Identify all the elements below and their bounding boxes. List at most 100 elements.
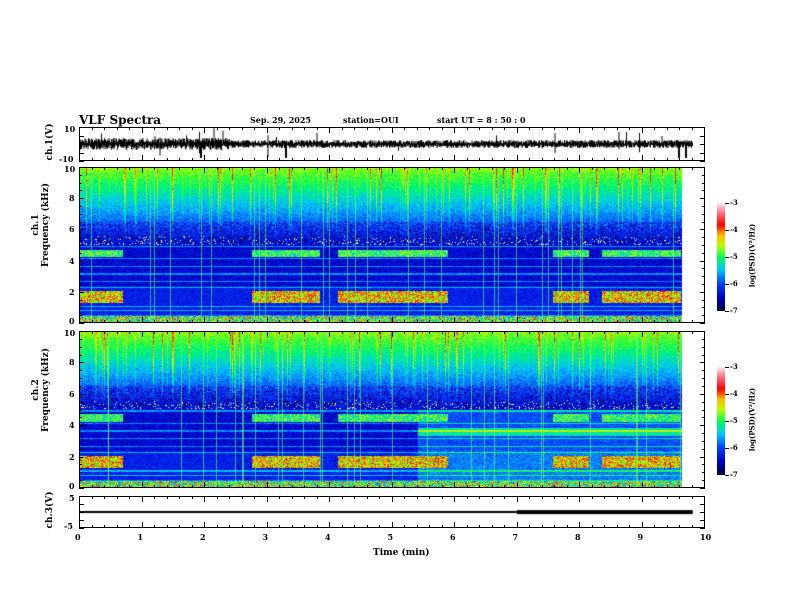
x-tick	[191, 320, 193, 323]
x-tick	[604, 127, 605, 130]
x-tick	[379, 525, 380, 528]
y-tick	[79, 152, 84, 154]
x-tick	[79, 317, 80, 323]
y-tick	[702, 440, 705, 442]
x-tick	[629, 167, 630, 170]
y-tick	[79, 362, 84, 364]
x-tick	[354, 127, 355, 130]
y-tick	[79, 331, 84, 332]
x-tick	[491, 320, 493, 323]
x-tick	[679, 485, 680, 488]
x-tick	[91, 496, 93, 499]
x-tick	[466, 167, 468, 170]
y-tick	[79, 512, 84, 513]
x-tick	[316, 127, 318, 130]
x-tick	[179, 496, 180, 499]
x-tick	[279, 485, 280, 488]
y-tick	[700, 488, 705, 489]
x-tick	[629, 158, 630, 161]
colorbar-tick	[725, 394, 729, 395]
x-tick	[104, 525, 105, 528]
x-tick	[529, 158, 530, 161]
y-tick	[79, 472, 82, 474]
x-tick	[604, 525, 605, 528]
x-tick	[679, 167, 680, 170]
x-tick	[416, 496, 418, 499]
x-tick	[179, 485, 180, 488]
x-tick	[141, 331, 143, 337]
x-tick	[554, 525, 555, 528]
y-tick-label: 4	[69, 420, 75, 431]
y-tick-label: 5	[69, 493, 75, 503]
y-tick	[79, 213, 82, 215]
x-tick	[116, 485, 118, 488]
ch2-colorbar-label: log(PSD)(V²/Hz)	[747, 387, 757, 452]
y-tick	[79, 323, 84, 324]
x-tick	[641, 155, 643, 161]
x-tick	[79, 331, 80, 337]
x-tick	[404, 320, 405, 323]
y-tick	[702, 385, 705, 387]
x-tick-label: 8	[575, 532, 581, 542]
y-tick	[702, 284, 705, 285]
x-tick	[416, 167, 418, 170]
x-tick	[329, 127, 330, 133]
x-tick	[104, 127, 105, 130]
x-tick	[304, 320, 305, 323]
x-tick	[316, 525, 318, 528]
x-tick	[429, 320, 430, 323]
x-tick	[479, 496, 480, 499]
x-tick	[691, 127, 693, 130]
x-tick	[166, 127, 168, 130]
y-tick	[79, 520, 84, 521]
x-tick	[704, 496, 705, 502]
x-tick	[79, 482, 80, 488]
x-tick	[666, 331, 668, 334]
colorbar-tick-label: -5	[730, 252, 738, 261]
y-tick	[79, 409, 82, 411]
x-tick	[91, 485, 93, 488]
x-tick	[279, 496, 280, 499]
ch2-spec-channel: ch.2	[31, 379, 41, 401]
colorbar-tick-label: -7	[730, 306, 738, 315]
ch2-spec-freq-label: Frequency (kHz)	[41, 348, 51, 433]
colorbar-tick-label: -3	[730, 198, 738, 207]
x-tick	[254, 158, 255, 161]
x-tick	[241, 485, 243, 488]
x-tick	[279, 320, 280, 323]
x-tick	[379, 331, 380, 334]
x-tick-label: 5	[387, 532, 394, 542]
x-tick	[291, 320, 293, 323]
x-tick	[391, 522, 393, 528]
x-tick	[541, 167, 543, 170]
x-tick	[541, 127, 543, 130]
x-tick	[216, 158, 218, 161]
x-tick	[429, 485, 430, 488]
y-tick	[79, 206, 82, 207]
y-tick	[79, 370, 82, 372]
x-tick	[304, 127, 305, 130]
x-tick	[466, 320, 468, 323]
x-tick	[629, 496, 630, 499]
x-tick	[616, 158, 618, 161]
x-tick	[504, 158, 505, 161]
x-tick	[179, 525, 180, 528]
ch2-spec-ylabel: ch.2 Frequency (kHz)	[31, 345, 51, 435]
y-tick	[702, 315, 705, 317]
x-tick	[266, 522, 268, 528]
x-tick	[366, 127, 368, 130]
x-tick	[666, 320, 668, 323]
x-tick	[279, 158, 280, 161]
x-tick	[541, 158, 543, 161]
y-tick	[79, 237, 82, 239]
x-tick	[679, 331, 680, 334]
x-tick	[454, 155, 455, 161]
y-tick	[79, 284, 82, 285]
y-tick	[702, 276, 705, 278]
x-tick	[229, 320, 230, 323]
x-tick	[204, 496, 205, 502]
x-tick	[229, 525, 230, 528]
y-tick	[700, 135, 705, 137]
x-tick	[391, 317, 393, 323]
